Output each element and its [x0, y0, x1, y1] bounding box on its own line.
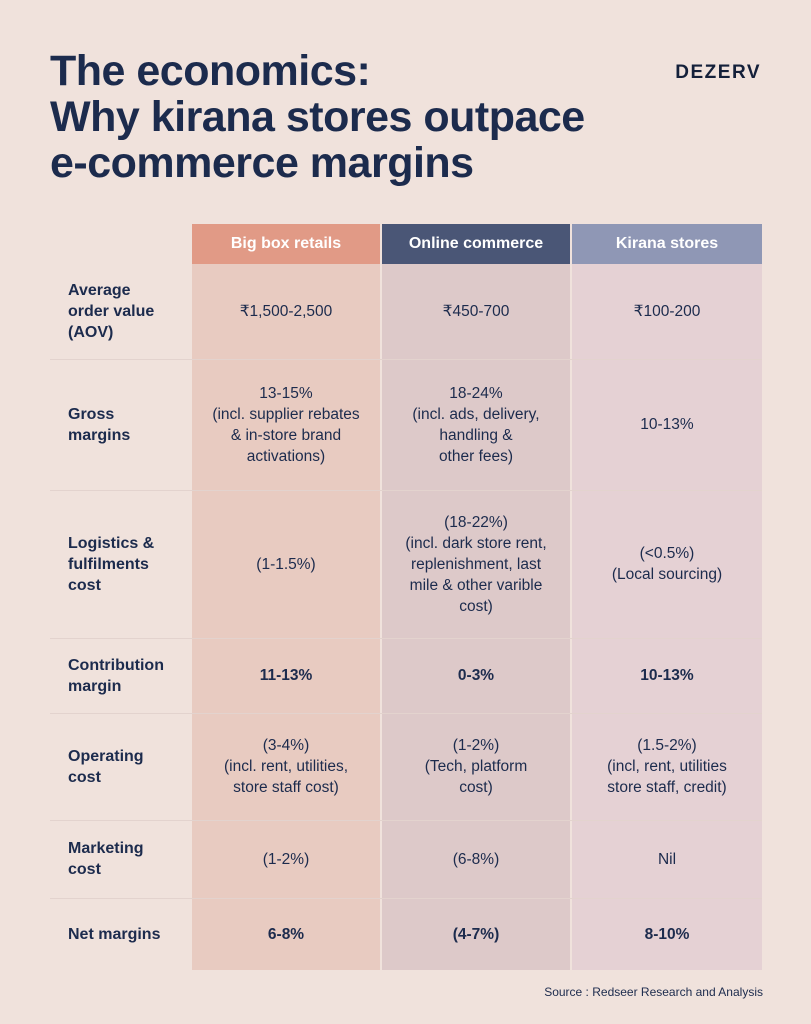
cell-value: 8-10%: [644, 925, 690, 943]
cell-value: (18-22%) (incl. dark store rent, repleni…: [405, 513, 547, 615]
table-row: Operating cost (3-4%) (incl. rent, utilit…: [50, 713, 762, 820]
title-line-3: e-commerce margins: [50, 139, 474, 187]
table-row: Average order value (AOV) ₹1,500-2,500 ₹45…: [50, 264, 762, 359]
table-cell: (6-8%): [382, 820, 570, 898]
table-cell: (1.5-2%) (incl, rent, utilities store st…: [572, 713, 762, 820]
row-divider: [50, 898, 762, 899]
table-cell: 10-13%: [572, 359, 762, 490]
online-column-bg: [382, 224, 570, 970]
row-label: Marketing cost: [68, 820, 192, 898]
cell-value: (1-1.5%): [256, 555, 316, 573]
table-cell: (1-2%): [192, 820, 380, 898]
row-divider: [50, 638, 762, 639]
row-label: Contribution margin: [68, 638, 192, 713]
row-label-text: Marketing cost: [68, 840, 144, 878]
cell-value: 0-3%: [457, 667, 495, 684]
title-line-1: The economics:: [50, 47, 371, 95]
row-label: Logistics & fulfilments cost: [68, 490, 192, 638]
cell-value: 13-15% (incl. supplier rebates & in-stor…: [212, 384, 360, 465]
row-divider: [50, 359, 762, 360]
table-cell: (1-1.5%): [192, 490, 380, 638]
table-row: Contribution margin 11-13% 0-3% 10-13%: [50, 638, 762, 713]
row-label-text: Contribution margin: [68, 656, 164, 695]
table-row: Net margins 6-8% (4-7%) 8-10%: [50, 898, 762, 970]
cell-value: 11-13%: [259, 667, 313, 684]
column-header-kirana: Kirana stores: [572, 224, 762, 264]
cell-value: (6-8%): [452, 850, 500, 868]
table-cell: Nil: [572, 820, 762, 898]
cell-value: 10-13%: [640, 416, 694, 433]
row-divider: [50, 820, 762, 821]
cell-value: (3-4%) (incl. rent, utilities, store sta…: [223, 737, 349, 796]
row-label-text: Operating cost: [68, 747, 144, 786]
table-row: Gross margins 13-15% (incl. supplier reba…: [50, 359, 762, 490]
table-cell: 11-13%: [192, 638, 380, 713]
table-row: Logistics & fulfilments cost (1-1.5%) (18-…: [50, 490, 762, 638]
cell-value: (1-2%) (Tech, platform cost): [424, 737, 528, 796]
cell-value: 10-13%: [640, 667, 694, 684]
table-cell: 6-8%: [192, 898, 380, 970]
table-cell: (3-4%) (incl. rent, utilities, store sta…: [192, 713, 380, 820]
table-cell: 0-3%: [382, 638, 570, 713]
cell-value: 18-24% (incl. ads, delivery, handling & …: [412, 384, 540, 465]
table-cell: 8-10%: [572, 898, 762, 970]
cell-value: ₹100-200: [633, 303, 701, 320]
table-cell: (<0.5%) (Local sourcing): [572, 490, 762, 638]
row-label-text: Gross margins: [68, 405, 131, 444]
table-cell: ₹100-200: [572, 264, 762, 359]
column-header-big-box: Big box retails: [192, 224, 380, 264]
table-cell: (4-7%): [382, 898, 570, 970]
row-label: Operating cost: [68, 713, 192, 820]
cell-value: ₹450-700: [442, 303, 510, 320]
cell-value: (<0.5%) (Local sourcing): [611, 545, 723, 583]
table-cell: 18-24% (incl. ads, delivery, handling & …: [382, 359, 570, 490]
cell-value: ₹1,500-2,500: [239, 303, 333, 320]
page-title: The economics: Why kirana stores outpace…: [50, 48, 585, 186]
row-label: Average order value (AOV): [68, 264, 192, 359]
table-cell: 10-13%: [572, 638, 762, 713]
row-label: Net margins: [68, 898, 192, 970]
row-divider: [50, 490, 762, 491]
cell-value: (1-2%): [262, 850, 310, 868]
cell-value: 6-8%: [267, 925, 305, 943]
big-box-column-bg: [192, 224, 380, 970]
table-cell: 13-15% (incl. supplier rebates & in-stor…: [192, 359, 380, 490]
table-cell: ₹1,500-2,500: [192, 264, 380, 359]
row-label-text: Average order value (AOV): [68, 282, 155, 341]
comparison-table: Big box retails Online commerce Kirana s…: [50, 224, 762, 970]
brand-logo: DEZERV: [675, 62, 761, 83]
table-row: Marketing cost (1-2%) (6-8%) Nil: [50, 820, 762, 898]
table-cell: (1-2%) (Tech, platform cost): [382, 713, 570, 820]
table-cell: ₹450-700: [382, 264, 570, 359]
title-line-2: Why kirana stores outpace: [50, 93, 585, 141]
row-divider: [50, 713, 762, 714]
row-label: Gross margins: [68, 359, 192, 490]
kirana-column-bg: [572, 224, 762, 970]
column-header-online: Online commerce: [382, 224, 570, 264]
source-note: Source : Redseer Research and Analysis: [544, 985, 763, 999]
cell-value: Nil: [657, 850, 677, 868]
row-label-text: Net margins: [68, 925, 161, 943]
row-label-text: Logistics & fulfilments cost: [68, 534, 155, 594]
cell-value: (4-7%): [452, 925, 500, 943]
cell-value: (1.5-2%) (incl, rent, utilities store st…: [607, 737, 727, 796]
table-cell: (18-22%) (incl. dark store rent, repleni…: [382, 490, 570, 638]
